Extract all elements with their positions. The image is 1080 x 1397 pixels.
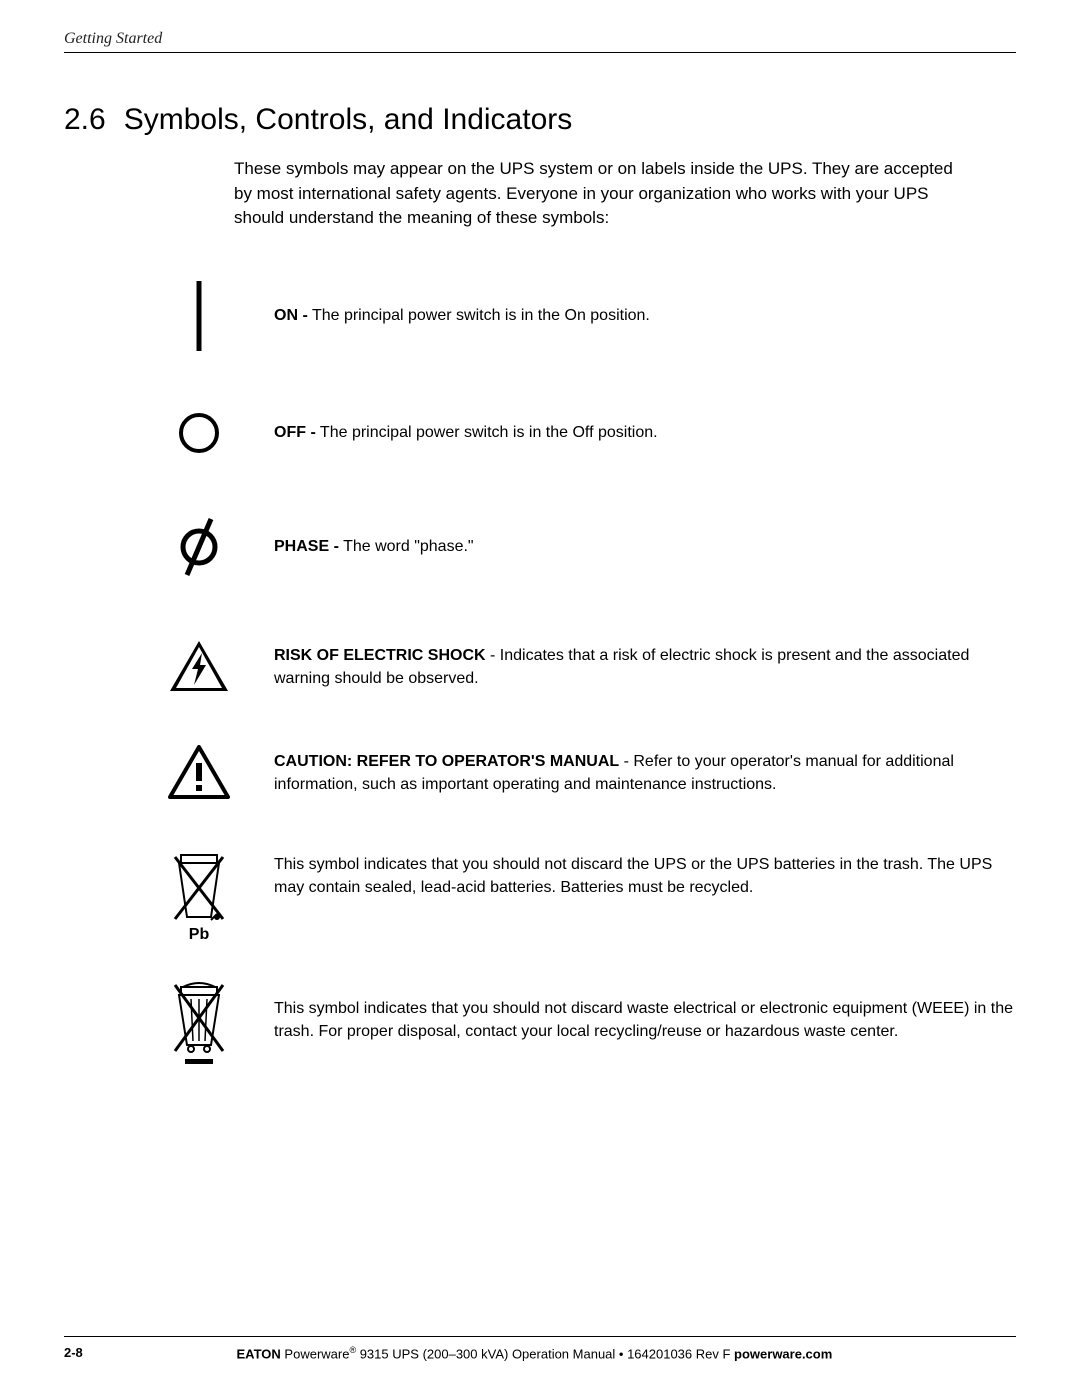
footer-model: 9315 UPS (200–300 kVA) Operation Manual …: [356, 1346, 734, 1361]
symbol-desc-pb: This symbol indicates that you should no…: [274, 856, 992, 896]
header-rule: [64, 52, 1016, 53]
symbol-text-phase: PHASE - The word "phase.": [274, 535, 474, 558]
section-title-text: Symbols, Controls, and Indicators: [124, 103, 573, 136]
section-number: 2.6: [64, 103, 106, 137]
symbol-text-manual: CAUTION: REFER TO OPERATOR'S MANUAL - Re…: [274, 750, 1016, 796]
symbol-desc-on: The principal power switch is in the On …: [308, 307, 650, 324]
svg-text:Pb: Pb: [189, 926, 210, 943]
symbol-text-on: ON - The principal power switch is in th…: [274, 304, 650, 327]
phase-icon: [164, 515, 234, 579]
symbol-label-phase: PHASE -: [274, 538, 339, 555]
symbol-row-shock: RISK OF ELECTRIC SHOCK - Indicates that …: [164, 639, 1016, 695]
symbol-label-manual: CAUTION: REFER TO OPERATOR'S MANUAL: [274, 753, 619, 770]
symbol-desc-phase: The word "phase.": [339, 538, 474, 555]
symbol-desc-off: The principal power switch is in the Off…: [316, 424, 658, 441]
symbol-row-manual: CAUTION: REFER TO OPERATOR'S MANUAL - Re…: [164, 745, 1016, 801]
symbol-desc-weee: This symbol indicates that you should no…: [274, 1000, 1013, 1040]
symbol-row-phase: PHASE - The word "phase.": [164, 515, 1016, 579]
symbol-row-on: ON - The principal power switch is in th…: [164, 281, 1016, 351]
caution-icon: [164, 745, 234, 801]
electric-shock-icon: [164, 639, 234, 695]
on-icon: [164, 281, 234, 351]
page-number: 2-8: [64, 1345, 83, 1361]
symbol-text-off: OFF - The principal power switch is in t…: [274, 421, 658, 444]
off-icon: [164, 411, 234, 455]
symbol-row-off: OFF - The principal power switch is in t…: [164, 411, 1016, 455]
symbol-row-pb: Pb This symbol indicates that you should…: [164, 847, 1016, 943]
page-header-chapter: Getting Started: [64, 30, 1016, 48]
footer-brand: EATON: [237, 1346, 281, 1361]
section-intro: These symbols may appear on the UPS syst…: [234, 157, 974, 231]
weee-icon: [164, 979, 234, 1069]
symbol-label-shock: RISK OF ELECTRIC SHOCK: [274, 647, 486, 664]
section-heading: 2.6 Symbols, Controls, and Indicators: [64, 103, 1016, 137]
symbol-row-weee: This symbol indicates that you should no…: [164, 979, 1016, 1069]
symbol-text-pb: This symbol indicates that you should no…: [274, 847, 1016, 899]
symbol-text-shock: RISK OF ELECTRIC SHOCK - Indicates that …: [274, 644, 1016, 690]
footer-product: Powerware: [281, 1346, 350, 1361]
symbol-label-off: OFF -: [274, 424, 316, 441]
footer-center: EATON Powerware® 9315 UPS (200–300 kVA) …: [83, 1345, 986, 1361]
footer-rule: [64, 1336, 1016, 1337]
symbol-text-weee: This symbol indicates that you should no…: [274, 979, 1016, 1043]
symbol-label-on: ON -: [274, 307, 308, 324]
footer-site: powerware.com: [734, 1346, 832, 1361]
page-footer: 2-8 EATON Powerware® 9315 UPS (200–300 k…: [64, 1336, 1016, 1361]
battery-recycle-icon: Pb: [164, 847, 234, 943]
